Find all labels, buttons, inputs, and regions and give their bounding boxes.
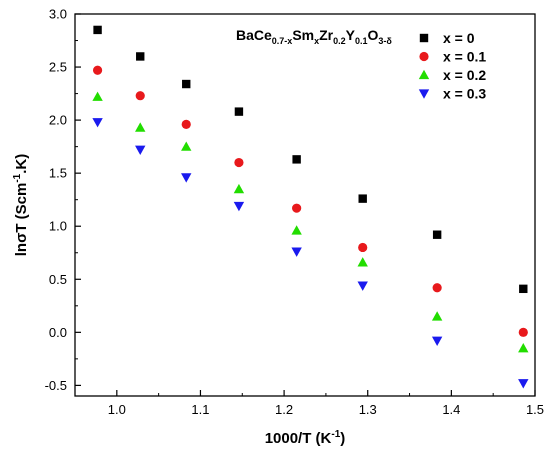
y-axis-title: lnσT (Scm-1.K) xyxy=(12,154,30,257)
data-point-series-2 xyxy=(357,257,368,267)
x-axis-title: 1000/T (K-1) xyxy=(265,429,346,447)
data-point-series-3 xyxy=(291,247,302,257)
data-point-series-2 xyxy=(181,141,192,151)
data-point-series-1 xyxy=(432,283,442,293)
legend-marker xyxy=(419,51,429,62)
data-point-series-3 xyxy=(431,336,443,347)
y-tick-label: 1.0 xyxy=(49,219,67,234)
y-axis-title-end: .K) xyxy=(13,154,30,174)
y-axis-title-main: lnσT (Scm xyxy=(13,183,30,257)
y-tick-label: 2.0 xyxy=(49,113,67,128)
annotation-part: O xyxy=(368,27,379,43)
data-point-series-1 xyxy=(181,119,191,129)
data-point-series-1 xyxy=(234,157,244,168)
legend-marker xyxy=(419,33,429,43)
data-point-series-3 xyxy=(135,145,146,156)
data-point-series-0 xyxy=(136,52,145,61)
x-axis-title-end: ) xyxy=(340,430,345,447)
data-point-series-2 xyxy=(291,225,302,235)
annotation-part: 0.1 xyxy=(355,36,368,46)
data-point-series-3 xyxy=(233,201,245,212)
y-tick-label: 2.5 xyxy=(49,60,67,75)
data-point-series-0 xyxy=(234,107,244,116)
data-point-series-1 xyxy=(92,65,103,75)
data-point-series-1 xyxy=(358,242,368,253)
y-tick-label: 3.0 xyxy=(49,7,67,22)
y-tick-label: 1.5 xyxy=(49,166,67,181)
x-tick-label: 1.1 xyxy=(191,402,209,417)
annotation-part: BaCe xyxy=(236,27,272,43)
legend-label: x = 0 xyxy=(443,30,475,46)
data-point-series-0 xyxy=(182,79,191,89)
data-point-series-3 xyxy=(92,118,103,128)
x-tick-label: 1.4 xyxy=(442,402,460,417)
annotation-part: Sm xyxy=(292,27,314,43)
legend-marker xyxy=(418,69,430,80)
legend-label: x = 0.3 xyxy=(443,86,486,102)
plot-frame xyxy=(74,13,536,397)
plot-area xyxy=(74,13,536,397)
data-point-series-1 xyxy=(292,203,302,213)
legend-label: x = 0.2 xyxy=(443,67,486,83)
data-markers xyxy=(92,25,529,389)
x-tick-label: 1.3 xyxy=(359,402,377,417)
annotation-part: 0.2 xyxy=(333,36,346,46)
legend-label: x = 0.1 xyxy=(443,49,486,65)
annotation-part: 0.7-x xyxy=(272,36,293,46)
y-axis-title-sup: -1 xyxy=(12,173,23,182)
data-point-series-2 xyxy=(233,183,245,194)
annotation-part: 3-δ xyxy=(378,36,392,46)
legend: x = 0 x = 0.1 x = 0.2 x = 0.3 xyxy=(418,30,486,102)
x-tick-label: 1.0 xyxy=(108,402,126,417)
y-tick-label: 0.5 xyxy=(49,272,67,287)
annotation-part: Zr xyxy=(319,27,334,43)
chart-annotation: BaCe0.7-xSmxZr0.2Y0.1O3-δ xyxy=(236,27,392,46)
data-point-series-0 xyxy=(93,25,102,35)
data-point-series-0 xyxy=(432,230,442,239)
y-tick-label: 0.0 xyxy=(49,325,67,340)
annotation-part: x xyxy=(314,36,319,46)
data-point-series-1 xyxy=(518,327,528,337)
data-point-series-2 xyxy=(135,122,146,132)
x-tick-label: 1.5 xyxy=(526,402,544,417)
data-point-series-0 xyxy=(519,284,528,294)
data-point-series-2 xyxy=(92,91,103,101)
x-axis-title-sup: -1 xyxy=(331,429,340,440)
data-point-series-0 xyxy=(292,155,301,164)
data-point-series-3 xyxy=(181,173,192,183)
y-tick-label: -0.5 xyxy=(45,378,67,393)
data-point-series-2 xyxy=(518,343,529,353)
data-point-series-3 xyxy=(518,379,529,389)
data-point-series-3 xyxy=(357,281,368,291)
x-axis: 1.0 1.1 1.2 1.3 1.4 1.5 xyxy=(74,390,544,417)
data-point-series-0 xyxy=(358,194,367,203)
x-tick-label: 1.2 xyxy=(275,402,293,417)
annotation-part: Y xyxy=(346,27,356,43)
data-point-series-2 xyxy=(431,311,443,321)
legend-marker xyxy=(418,89,430,99)
y-axis: -0.5 0.0 0.5 1.0 1.5 2.0 2.5 3.0 xyxy=(45,7,81,393)
x-axis-title-main: 1000/T (K xyxy=(265,430,332,447)
data-point-series-1 xyxy=(135,91,145,101)
